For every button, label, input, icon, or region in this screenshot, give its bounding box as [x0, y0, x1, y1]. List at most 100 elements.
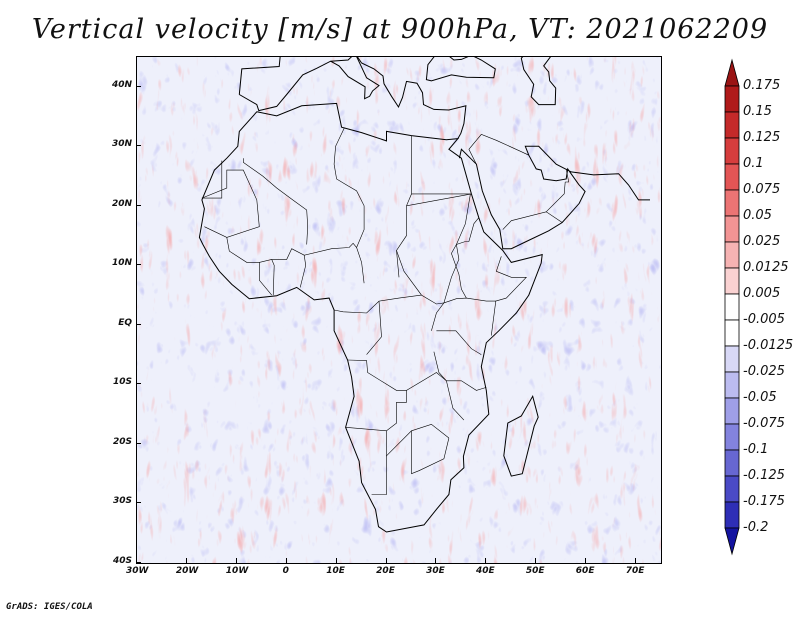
iberia-coastline: [137, 57, 281, 95]
border-line: [406, 372, 465, 421]
colorbar-tick-label: 0.025: [743, 234, 781, 249]
longitude-tick: [435, 558, 437, 563]
colorbar-tick-label: 0.005: [743, 286, 781, 301]
colorbar-swatch: [724, 475, 740, 503]
border-line: [396, 250, 497, 336]
colorbar-tick-label: -0.005: [743, 312, 785, 327]
border-line: [465, 217, 480, 242]
border-line: [431, 302, 445, 331]
longitude-tick-label: 10E: [326, 566, 345, 576]
colorbar-tick-label: 0.0125: [743, 260, 789, 275]
border-line: [468, 134, 529, 165]
country-borders: [201, 128, 570, 495]
border-line: [436, 330, 482, 355]
longitude-tick-label: 70E: [625, 566, 645, 576]
border-line: [259, 262, 272, 296]
map-panel: [136, 56, 662, 564]
colorbar-swatch: [724, 501, 740, 529]
colorbar-swatch: [724, 423, 740, 451]
longitude-tick-label: 0: [282, 566, 289, 576]
colorbar-swatch: [724, 449, 740, 477]
border-line: [371, 455, 387, 495]
latitude-tick-label: 20N: [111, 198, 132, 209]
longitude-tick: [136, 558, 137, 563]
border-line: [495, 256, 528, 302]
border-line: [451, 241, 467, 299]
border-line: [433, 351, 487, 391]
ascending-motion-layer: [137, 57, 661, 563]
colorbar-tick-label: -0.125: [743, 468, 785, 483]
longitude-tick-label: 50E: [525, 566, 545, 576]
colorbar-tick-label: -0.075: [743, 416, 785, 431]
latitude-tick-label: 40N: [111, 79, 132, 90]
colorbar-tick-label: 0.075: [743, 182, 781, 197]
colorbar-tick-label: 0.1: [743, 156, 764, 171]
colorbar-swatch: [724, 371, 740, 399]
latitude-tick-label: EQ: [118, 317, 132, 328]
colorbar-tick-label: 0.125: [743, 130, 781, 145]
longitude-tick-label: 30E: [426, 566, 445, 576]
italy-coastline: [330, 57, 380, 100]
colorbar-swatch: [724, 189, 740, 217]
colorbar-tick-label: -0.025: [743, 364, 785, 379]
madagascar-coastline: [503, 394, 539, 477]
latitude-tick-label: 10S: [112, 377, 132, 388]
colorbar-tick-label: -0.0125: [743, 338, 794, 353]
colorbar-swatch: [724, 293, 740, 321]
longitude-tick-label: 40E: [475, 566, 495, 576]
border-line: [366, 301, 382, 355]
latitude-tick: [136, 145, 141, 147]
latitude-tick: [136, 383, 141, 385]
colorbar-swatch: [724, 111, 740, 139]
border-line: [502, 211, 563, 230]
colorbar-top-arrow: [724, 58, 740, 87]
latitude-tick: [136, 323, 141, 325]
colorbar-swatch: [724, 85, 740, 113]
colorbar-swatch: [724, 241, 740, 269]
latitude-tick-label: 10N: [111, 258, 132, 269]
longitude-tick-label: 30W: [126, 566, 149, 576]
longitude-tick: [385, 558, 387, 563]
border-line: [271, 259, 275, 296]
colorbar-swatch: [724, 137, 740, 165]
longitude-tick: [285, 558, 287, 563]
latitude-tick-label: 40S: [112, 556, 132, 566]
latitude-tick: [136, 204, 141, 206]
colorbar-swatch: [724, 397, 740, 425]
colorbar-tick-label: -0.2: [743, 520, 769, 535]
colorbar-swatch: [724, 267, 740, 295]
border-line: [545, 181, 566, 213]
latitude-tick: [136, 264, 141, 266]
africa-coastline: [198, 102, 543, 533]
longitude-tick: [535, 558, 537, 563]
latitude-tick: [136, 562, 141, 563]
latitude-tick: [136, 442, 141, 444]
black-sea-coastline: [425, 57, 496, 82]
latitude-tick: [136, 85, 141, 87]
colorbar-tick-label: -0.175: [743, 494, 785, 509]
border-line: [299, 242, 365, 288]
border-line: [443, 193, 471, 303]
border-line: [333, 128, 365, 248]
colorbar-swatch: [724, 163, 740, 191]
caspian-sea-coastline: [520, 57, 557, 106]
longitude-tick-label: 10W: [225, 566, 249, 576]
longitude-tick: [335, 558, 337, 563]
colorbar-swatch: [724, 345, 740, 373]
border-line: [201, 169, 260, 238]
border-line: [226, 237, 305, 263]
border-line: [411, 430, 450, 475]
border-line: [345, 427, 387, 432]
latitude-tick-label: 30S: [112, 496, 132, 507]
border-line: [565, 168, 570, 183]
colorbar-tick-label: -0.1: [743, 442, 769, 457]
latitude-tick-label: 20S: [112, 436, 132, 447]
longitude-tick: [635, 558, 637, 563]
grads-credit: GrADS: IGES/COLA: [6, 602, 93, 612]
longitude-tick: [185, 558, 187, 563]
longitude-tick-label: 20E: [376, 566, 395, 576]
chart-title: Vertical velocity [m/s] at 900hPa, VT: 2…: [31, 14, 769, 45]
latitude-tick: [136, 502, 141, 504]
colorbar-tick-label: 0.05: [743, 208, 772, 223]
